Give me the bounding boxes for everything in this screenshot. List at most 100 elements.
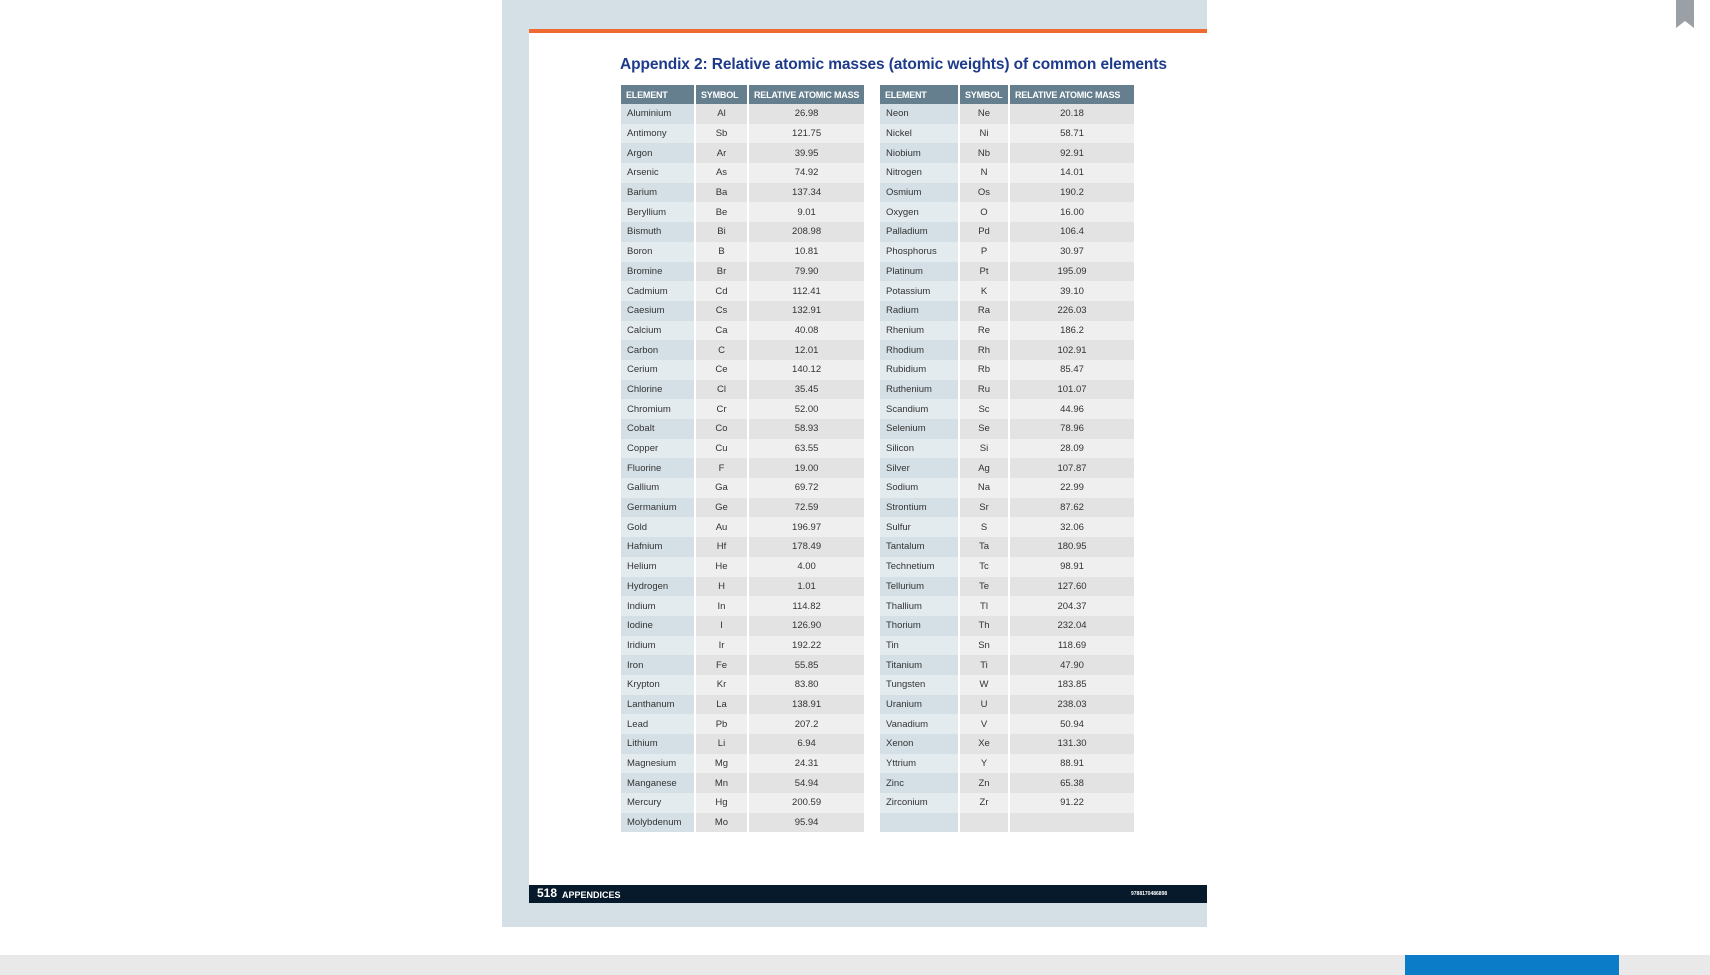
table-row: Antimony Sb 121.75 <box>621 123 865 144</box>
atomic-mass-cell: 12.01 <box>749 340 865 360</box>
atomic-mass-cell: 14.01 <box>1010 163 1134 183</box>
element-name-cell: Nitrogen <box>880 163 958 183</box>
element-name-cell: Ruthenium <box>880 379 958 400</box>
atomic-mass-cell: 28.09 <box>1010 438 1134 459</box>
element-name-cell: Thorium <box>880 615 958 636</box>
bottom-scrollbar-track[interactable] <box>0 955 1710 975</box>
element-symbol-cell <box>960 812 1008 833</box>
element-symbol-cell: Kr <box>696 674 747 695</box>
atomic-mass-cell: 127.60 <box>1010 576 1134 597</box>
element-symbol-cell: Ti <box>960 655 1008 675</box>
element-name-cell: Scandium <box>880 399 958 419</box>
element-symbol-cell: Os <box>960 182 1008 203</box>
table-row: Barium Ba 137.34 <box>621 182 865 203</box>
element-name-cell: Uranium <box>880 694 958 715</box>
element-symbol-cell: Pb <box>696 714 747 734</box>
table-row: Aluminium Al 26.98 <box>621 104 865 124</box>
element-symbol-cell: Re <box>960 320 1008 341</box>
element-symbol-cell: Pd <box>960 222 1008 242</box>
table-row: Germanium Ge 72.59 <box>621 497 865 518</box>
atomic-mass-cell: 22.99 <box>1010 478 1134 498</box>
element-symbol-cell: Mn <box>696 773 747 794</box>
element-name-cell: Cerium <box>621 359 694 380</box>
element-name-cell: Cobalt <box>621 419 694 439</box>
bottom-scrollbar-thumb[interactable] <box>1405 955 1619 975</box>
element-symbol-cell: N <box>960 163 1008 183</box>
element-symbol-cell: Li <box>696 734 747 754</box>
atomic-mass-cell: 74.92 <box>749 163 865 183</box>
table-row: Technetium Tc 98.91 <box>880 556 1134 577</box>
table-row: Sulfur S 32.06 <box>880 517 1134 538</box>
atomic-mass-cell: 238.03 <box>1010 694 1134 715</box>
table-row: Chromium Cr 52.00 <box>621 399 865 419</box>
element-symbol-cell: Sc <box>960 399 1008 419</box>
table-row: Thallium Tl 204.37 <box>880 596 1134 616</box>
element-symbol-cell: Tl <box>960 596 1008 616</box>
bookmark-icon[interactable] <box>1676 0 1694 28</box>
table-row: Manganese Mn 54.94 <box>621 773 865 794</box>
element-name-cell: Arsenic <box>621 163 694 183</box>
element-symbol-cell: Ru <box>960 379 1008 400</box>
element-name-cell: Beryllium <box>621 202 694 223</box>
table-row: Calcium Ca 40.08 <box>621 320 865 341</box>
element-symbol-cell: Ce <box>696 359 747 380</box>
table-row <box>880 812 1134 833</box>
table-row: Hydrogen H 1.01 <box>621 576 865 597</box>
table-row: Indium In 114.82 <box>621 596 865 616</box>
atomic-mass-cell: 58.71 <box>1010 123 1134 144</box>
header-element: ELEMENT <box>880 85 958 104</box>
table-row: Iodine I 126.90 <box>621 615 865 636</box>
table-row: Argon Ar 39.95 <box>621 143 865 164</box>
table-row: Zirconium Zr 91.22 <box>880 793 1134 813</box>
element-name-cell: Oxygen <box>880 202 958 223</box>
atomic-mass-cell: 101.07 <box>1010 379 1134 400</box>
atomic-mass-cell: 4.00 <box>749 556 865 577</box>
table-row: Fluorine F 19.00 <box>621 458 865 479</box>
element-symbol-cell: P <box>960 241 1008 262</box>
atomic-mass-cell: 79.90 <box>749 261 865 282</box>
element-symbol-cell: Te <box>960 576 1008 597</box>
element-symbol-cell: Si <box>960 438 1008 459</box>
header-mass: RELATIVE ATOMIC MASS <box>749 85 865 104</box>
element-name-cell: Radium <box>880 300 958 321</box>
atomic-mass-cell: 1.01 <box>749 576 865 597</box>
element-name-cell: Helium <box>621 556 694 577</box>
element-symbol-cell: H <box>696 576 747 597</box>
element-name-cell: Krypton <box>621 674 694 695</box>
table-row: Tantalum Ta 180.95 <box>880 537 1134 557</box>
atomic-mass-cell: 85.47 <box>1010 359 1134 380</box>
element-symbol-cell: V <box>960 714 1008 734</box>
element-symbol-cell: In <box>696 596 747 616</box>
atomic-mass-cell: 232.04 <box>1010 615 1134 636</box>
atomic-mass-cell: 207.2 <box>749 714 865 734</box>
element-symbol-cell: Hf <box>696 537 747 557</box>
table-row: Neon Ne 20.18 <box>880 104 1134 124</box>
table-row: Arsenic As 74.92 <box>621 163 865 183</box>
atomic-mass-cell: 30.97 <box>1010 241 1134 262</box>
atomic-mass-cell: 32.06 <box>1010 517 1134 538</box>
element-name-cell: Rhodium <box>880 340 958 360</box>
element-name-cell: Gold <box>621 517 694 538</box>
page-title: Appendix 2: Relative atomic masses (atom… <box>620 56 1167 73</box>
element-symbol-cell: Cu <box>696 438 747 459</box>
element-name-cell: Chromium <box>621 399 694 419</box>
element-symbol-cell: Bi <box>696 222 747 242</box>
element-name-cell: Manganese <box>621 773 694 794</box>
element-symbol-cell: C <box>696 340 747 360</box>
element-name-cell: Tin <box>880 635 958 656</box>
element-name-cell: Sodium <box>880 478 958 498</box>
element-name-cell: Niobium <box>880 143 958 164</box>
table-row: Silicon Si 28.09 <box>880 438 1134 459</box>
element-name-cell: Vanadium <box>880 714 958 734</box>
atomic-mass-cell: 95.94 <box>749 812 865 833</box>
atomic-mass-cell: 35.45 <box>749 379 865 400</box>
element-name-cell: Molybdenum <box>621 812 694 833</box>
table-row: Carbon C 12.01 <box>621 340 865 360</box>
element-symbol-cell: S <box>960 517 1008 538</box>
atomic-mass-cell: 102.91 <box>1010 340 1134 360</box>
atomic-mass-cell: 83.80 <box>749 674 865 695</box>
table-row: Beryllium Be 9.01 <box>621 202 865 223</box>
element-symbol-cell: Zr <box>960 793 1008 813</box>
atomic-mass-cell: 19.00 <box>749 458 865 479</box>
element-name-cell: Hafnium <box>621 537 694 557</box>
